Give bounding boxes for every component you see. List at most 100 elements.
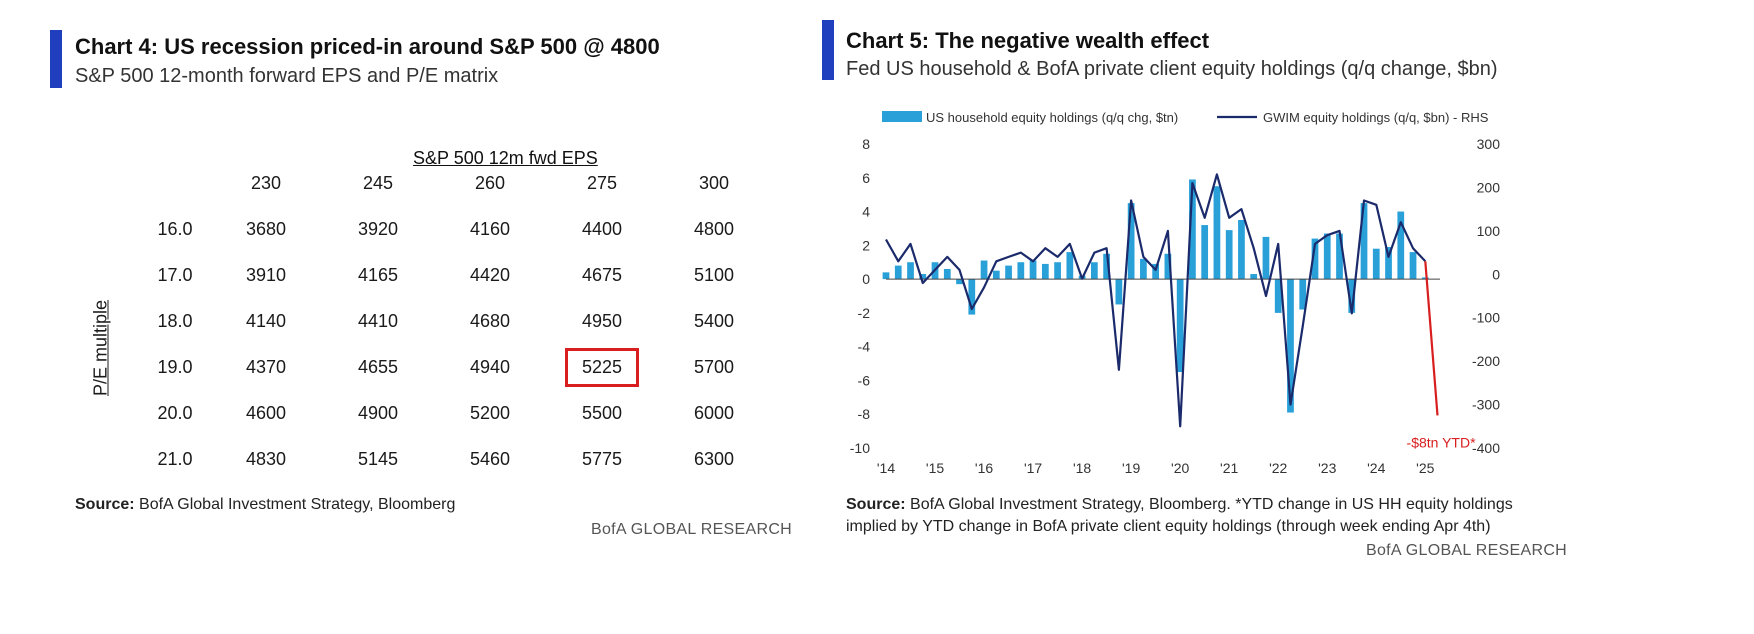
matrix-pe-label: 21.0 [157, 448, 193, 469]
household-equity-bar [1164, 253, 1172, 280]
left-axis-tick-label: -8 [858, 406, 871, 422]
matrix-row: 21.0 4830 5145 5460 5775 6300 [140, 436, 770, 482]
legend-bar-swatch [882, 111, 922, 122]
household-equity-bar [1066, 252, 1074, 280]
household-equity-bar [1189, 179, 1196, 280]
chart5-source-line1: BofA Global Investment Strategy, Bloombe… [910, 496, 1513, 513]
right-axis-tick-label: 100 [1477, 223, 1501, 239]
x-axis-tick-label: '14 [877, 460, 895, 476]
matrix-cell: 4680 [469, 310, 511, 331]
household-equity-bar [1360, 203, 1368, 280]
household-equity-bar [1372, 248, 1380, 280]
left-axis-tick-label: 0 [862, 271, 870, 287]
right-axis-tick-label: 200 [1477, 179, 1501, 195]
chart5-subtitle: Fed US household & BofA private client e… [846, 58, 1498, 80]
chart5-source-label: Source: [846, 496, 906, 513]
household-equity-bar [1152, 263, 1160, 280]
chart5-brand: BofA GLOBAL RESEARCH [1366, 542, 1568, 559]
household-equity-bar [1127, 203, 1135, 280]
right-axis-tick-label: 0 [1492, 266, 1500, 282]
chart5-title: Chart 5: The negative wealth effect [846, 28, 1210, 53]
chart4-source-text: BofA Global Investment Strategy, Bloombe… [139, 496, 456, 513]
matrix-cell: 5145 [357, 448, 399, 469]
x-axis-tick-label: '22 [1269, 460, 1287, 476]
left-axis-tick-label: 8 [862, 136, 870, 152]
x-axis-tick-label: '17 [1024, 460, 1042, 476]
matrix-cell: 6000 [693, 402, 735, 423]
matrix-cell: 4950 [581, 310, 623, 331]
x-axis-tick-label: '19 [1122, 460, 1140, 476]
chart4-source-label: Source: [75, 496, 135, 513]
matrix-cell: 5400 [693, 310, 735, 331]
legend-line-label: GWIM equity holdings (q/q, $bn) - RHS [1263, 110, 1489, 125]
ytd-annotation: -$8tn YTD* [1407, 434, 1477, 450]
left-axis-tick-label: -4 [858, 339, 871, 355]
left-axis-tick-label: -2 [858, 305, 871, 321]
household-equity-bar [882, 272, 890, 280]
matrix-pe-label: 17.0 [157, 264, 193, 285]
household-equity-bar [1005, 265, 1012, 280]
x-axis-tick-label: '25 [1416, 460, 1434, 476]
matrix-eps-300: 300 [698, 172, 730, 193]
left-axis-tick-label: -10 [850, 440, 870, 456]
household-equity-bar [992, 270, 1000, 280]
left-axis-tick-label: -6 [858, 372, 871, 388]
matrix-eps-275: 275 [586, 172, 618, 193]
household-equity-bar [1041, 263, 1049, 280]
matrix-cell: 4830 [245, 448, 287, 469]
chart4-panel: Chart 4: US recession priced-in around S… [50, 30, 793, 538]
matrix-pe-label: 19.0 [157, 356, 193, 377]
ytd-projection-line [1424, 261, 1439, 416]
matrix-row: 16.0 3680 3920 4160 4400 4800 [140, 206, 770, 252]
matrix-cell: 4600 [245, 402, 287, 423]
household-equity-bar [1176, 279, 1184, 372]
household-equity-bar [907, 262, 914, 280]
matrix-cell: 4420 [469, 264, 511, 285]
household-equity-bar [894, 265, 902, 280]
matrix-row: 18.0 4140 4410 4680 4950 5400 [140, 298, 770, 344]
chart4-accent-bar [50, 30, 62, 88]
matrix-cell: 5200 [469, 402, 511, 423]
household-equity-bar [1287, 279, 1294, 413]
right-axis-tick-label: -200 [1472, 353, 1500, 369]
household-equity-bar [1029, 260, 1037, 280]
matrix-cell: 4410 [357, 310, 399, 331]
chart5-source-line2: implied by YTD change in BofA private cl… [846, 518, 1491, 535]
matrix-cell: 3910 [245, 264, 287, 285]
matrix-pe-label: 20.0 [157, 402, 193, 423]
matrix-cell: 4370 [245, 356, 287, 377]
matrix-cell: 4140 [245, 310, 287, 331]
matrix-eps-245: 245 [362, 172, 394, 193]
chart4-source: Source: BofA Global Investment Strategy,… [75, 496, 455, 514]
matrix-cell: 4940 [469, 356, 511, 377]
matrix-cell: 3680 [245, 218, 287, 239]
matrix-eps-row: 230 245 260 275 300 [140, 160, 770, 206]
household-equity-bar [1385, 247, 1392, 280]
household-equity-bar [1311, 238, 1319, 280]
chart5-accent-bar [822, 20, 834, 80]
household-equity-bar [1017, 262, 1025, 280]
matrix-cell: 3920 [357, 218, 399, 239]
matrix-row: 17.0 3910 4165 4420 4675 5100 [140, 252, 770, 298]
right-axis-tick-label: -300 [1472, 397, 1500, 413]
household-equity-bar [1274, 279, 1282, 313]
matrix-cell: 4165 [357, 264, 399, 285]
matrix-cell: 4800 [693, 218, 735, 239]
household-equity-bar [1140, 258, 1147, 280]
left-axis-tick-label: 6 [862, 170, 870, 186]
x-axis-tick-label: '15 [926, 460, 944, 476]
gwim-equity-line [885, 173, 1427, 428]
matrix-row-header: P/E multiple [90, 299, 111, 397]
matrix-cell: 5460 [469, 448, 511, 469]
household-equity-bar [1409, 252, 1417, 280]
household-equity-bar [1225, 230, 1233, 280]
household-equity-bar [980, 260, 988, 280]
household-equity-bar [956, 279, 963, 285]
x-axis-tick-label: '20 [1171, 460, 1189, 476]
matrix-corner [140, 160, 210, 206]
x-axis-tick-label: '16 [975, 460, 993, 476]
chart4-subtitle: S&P 500 12-month forward EPS and P/E mat… [75, 65, 499, 87]
household-equity-bar [968, 279, 976, 315]
matrix-pe-label: 16.0 [157, 218, 193, 239]
chart4-brand: BofA GLOBAL RESEARCH [591, 521, 793, 538]
